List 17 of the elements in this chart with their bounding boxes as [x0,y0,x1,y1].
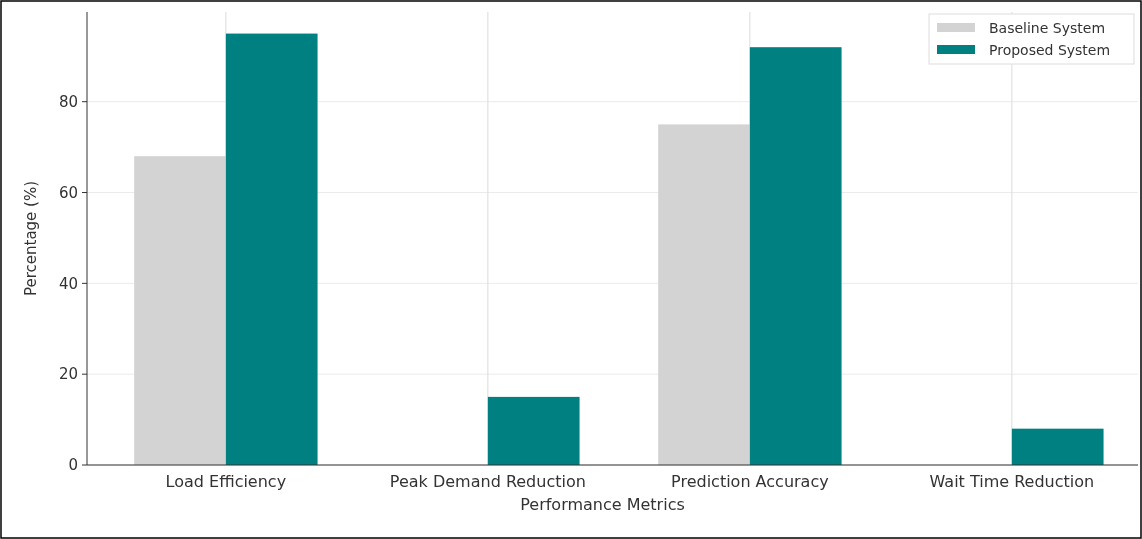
legend-label: Baseline System [989,19,1106,36]
bar [225,33,318,465]
y-tick-label: 0 [68,456,78,475]
x-tick-label: Load Efficiency [165,472,287,491]
y-tick-label: 40 [58,274,78,293]
y-tick-label: 60 [58,183,78,202]
bar [749,47,842,465]
x-tick-label: Peak Demand Reduction [389,472,586,491]
y-tick-label: 20 [58,365,78,384]
y-tick-label: 80 [58,92,78,111]
x-tick-label: Prediction Accuracy [671,472,829,491]
bar [487,396,580,465]
y-axis-title: Percentage (%) [22,180,40,297]
legend-label: Proposed System [989,41,1111,58]
bar [1011,428,1104,465]
x-tick-label: Wait Time Reduction [929,472,1095,491]
x-axis-title: Performance Metrics [520,495,685,514]
